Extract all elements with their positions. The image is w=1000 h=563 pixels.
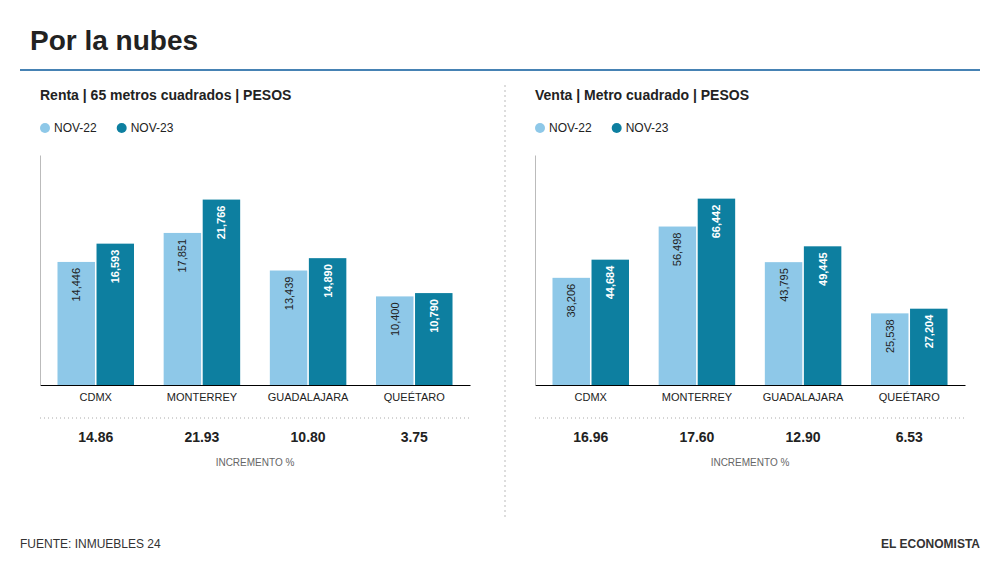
bar — [164, 233, 201, 385]
incremento-value: 6.53 — [896, 429, 923, 445]
data-label: 14,446 — [70, 268, 82, 302]
x-tick: MONTERREY — [167, 385, 238, 403]
bar — [910, 309, 947, 385]
data-label: 16,593 — [109, 250, 121, 284]
legend-label: NOV-22 — [54, 121, 97, 135]
x-axis: CDMX MONTERREY GUADALAJARA QUEÉTARO — [536, 385, 966, 403]
data-label: 66,442 — [710, 205, 722, 239]
incremento-value: 21.93 — [184, 429, 219, 445]
x-tick-label: QUEÉTARO — [384, 391, 445, 403]
title: Por la nubes — [30, 25, 198, 56]
bar — [592, 260, 629, 385]
data-label: 14,890 — [322, 264, 334, 298]
title-divider — [20, 69, 980, 71]
incremento-value: 12.90 — [786, 429, 821, 445]
x-tick-label: CDMX — [80, 391, 113, 403]
bar — [97, 244, 134, 385]
x-tick-label: GUADALAJARA — [268, 391, 349, 403]
data-label: 43,795 — [778, 268, 790, 302]
bar — [871, 313, 908, 385]
data-label: 13,439 — [283, 277, 295, 311]
legend: NOV-22 NOV-23 — [40, 121, 174, 135]
legend-swatch — [535, 123, 545, 133]
data-labels: 14,446 17,851 13,439 10,400 16,593 21,766 14,8… — [70, 206, 440, 336]
legend-swatch — [40, 123, 50, 133]
data-label: 49,445 — [817, 252, 829, 286]
x-axis-line — [41, 385, 471, 386]
x-tick-label: MONTERREY — [662, 391, 733, 403]
y-axis-line — [40, 156, 41, 386]
annotation: EL ECONOMISTA — [881, 537, 980, 551]
bar — [659, 227, 696, 385]
legend: NOV-22 NOV-23 — [535, 121, 669, 135]
bar — [203, 200, 240, 385]
subtitle: Renta | 65 metros cuadrados | PESOS — [40, 87, 291, 103]
x-tick: GUADALAJARA — [268, 385, 349, 403]
panel: Venta | Metro cuadrado | PESOSNOV-22NOV-… — [535, 87, 966, 468]
data-label: 25,538 — [884, 319, 896, 353]
data-labels: 38,206 56,498 43,795 25,538 44,684 66,442 49,4… — [565, 205, 935, 353]
panel-separator — [505, 85, 506, 520]
legend-label: NOV-23 — [626, 121, 669, 135]
bar — [270, 271, 307, 385]
x-tick: QUEÉTARO — [384, 385, 445, 403]
bars — [552, 199, 947, 385]
incremento-divider — [535, 418, 965, 419]
panel: Renta | 65 metros cuadrados | PESOS NOV-2… — [40, 87, 471, 468]
bar — [415, 293, 452, 385]
bar — [698, 199, 735, 385]
bar — [57, 262, 94, 385]
chart-svg: Por la nubes FUENTE: INMUEBLES 24 EL ECONO… — [0, 0, 1000, 563]
y-axis — [535, 156, 536, 386]
bar — [765, 262, 802, 385]
x-tick: GUADALAJARA — [763, 385, 844, 403]
x-axis: CDMX MONTERREY GUADALAJARA QUEÉTARO — [41, 385, 471, 403]
data-label: 10,790 — [428, 299, 440, 333]
legend-swatch — [612, 123, 622, 133]
incremento-value: 14.86 — [78, 429, 113, 445]
x-axis-line — [536, 385, 966, 386]
data-label: 44,684 — [604, 265, 616, 300]
x-tick: CDMX — [575, 385, 608, 403]
incremento-value: 16.96 — [573, 429, 608, 445]
x-tick-label: CDMX — [575, 391, 608, 403]
legend-label: NOV-23 — [131, 121, 174, 135]
incremento-value: 10.80 — [291, 429, 326, 445]
data-label: 27,204 — [923, 314, 935, 349]
bar — [309, 258, 346, 385]
y-axis — [40, 156, 41, 386]
bar — [552, 278, 589, 385]
x-tick: CDMX — [80, 385, 113, 403]
bar — [804, 246, 841, 385]
x-tick: MONTERREY — [662, 385, 733, 403]
x-tick-label: GUADALAJARA — [763, 391, 844, 403]
incremento-value: 3.75 — [401, 429, 428, 445]
bars — [57, 200, 452, 385]
y-axis-line — [535, 156, 536, 386]
incremento-value: 17.60 — [679, 429, 714, 445]
legend-label: NOV-22 — [549, 121, 592, 135]
subtitle: Venta | Metro cuadrado | PESOS — [535, 87, 749, 103]
annotation: FUENTE: INMUEBLES 24 — [20, 537, 161, 551]
x-tick: QUEÉTARO — [879, 385, 940, 403]
data-label: 21,766 — [215, 206, 227, 240]
data-label: 17,851 — [176, 239, 188, 273]
data-label: 38,206 — [565, 284, 577, 318]
x-tick-label: QUEÉTARO — [879, 391, 940, 403]
incremento-label: INCREMENTO % — [711, 457, 790, 468]
bar — [376, 296, 413, 385]
incremento-label: INCREMENTO % — [216, 457, 295, 468]
data-label: 10,400 — [389, 302, 401, 336]
data-label: 56,498 — [671, 233, 683, 267]
incremento-divider — [40, 418, 470, 419]
legend-swatch — [117, 123, 127, 133]
x-tick-label: MONTERREY — [167, 391, 238, 403]
